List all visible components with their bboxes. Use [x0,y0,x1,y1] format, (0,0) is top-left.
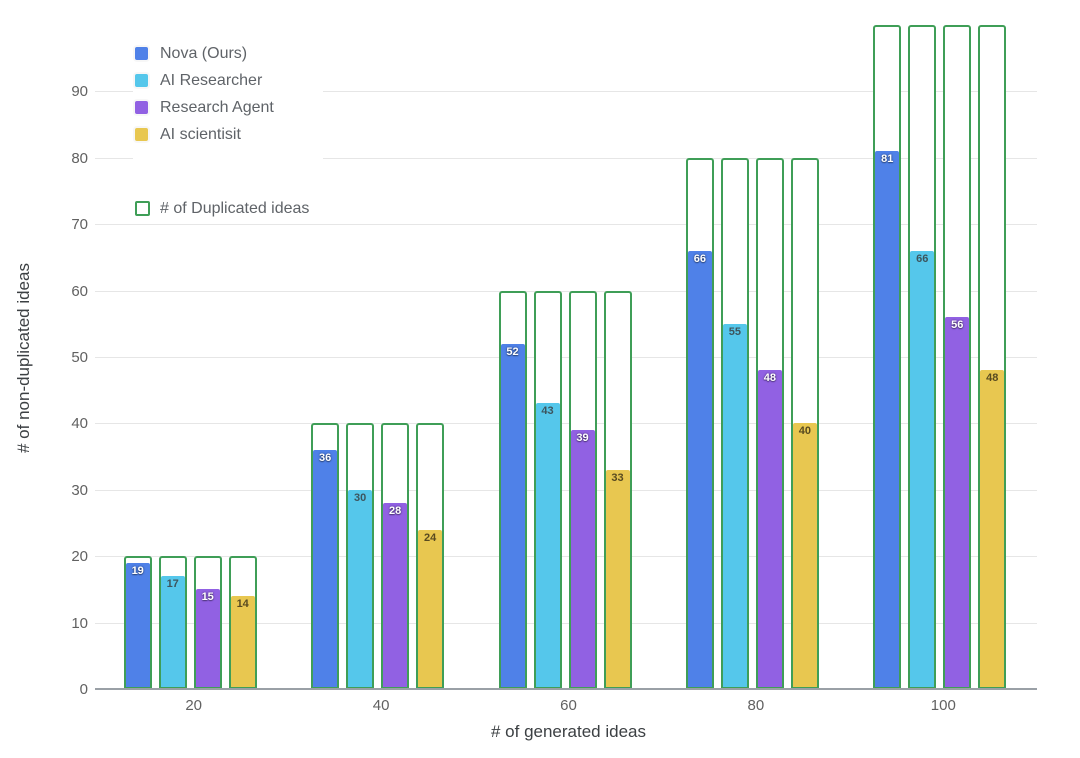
bar [383,503,408,687]
bar [980,370,1005,687]
legend-swatch-icon [135,101,148,114]
bar [160,576,185,687]
bar-value-label: 28 [388,505,402,518]
y-tick-label: 70 [71,216,88,234]
bar-value-label: 40 [798,425,812,438]
grid-line [95,622,1037,624]
grid-line [95,290,1037,292]
bar [418,529,443,687]
grid-line [95,357,1037,358]
grid-line [95,157,1037,159]
legend-item: Nova (Ours) [135,40,309,67]
x-axis-title: # of generated ideas [490,722,646,741]
bar [535,403,560,687]
x-axis-line [95,688,1037,690]
bar [348,489,373,687]
bar [875,151,900,687]
bar [910,250,935,687]
bar-value-label: 19 [131,564,144,577]
x-tick-label: 20 [185,697,203,714]
x-tick-label: 40 [372,697,390,714]
bar [230,596,255,687]
legend: Nova (Ours) AI Researcher Research Agent AI… [133,40,324,222]
bar [722,323,747,687]
legend-item-label: Nova (Ours) [160,44,248,62]
bar [945,317,970,687]
bar [757,370,782,687]
y-tick-label: 50 [71,349,88,366]
grid-line [95,224,1037,226]
legend-item: AI Researcher [135,67,309,94]
y-axis-title: # of non-duplicated ideas [14,263,33,453]
legend-swatch-icon [135,47,148,60]
y-tick-label: 10 [71,614,88,632]
bar-value-label: 56 [951,319,964,332]
bar [605,469,630,687]
y-tick-label: 60 [71,282,88,300]
bar-value-label: 17 [166,578,179,591]
bar-value-label: 39 [576,432,589,445]
bar [500,343,525,687]
bar [313,449,338,687]
bar-value-label: 55 [728,325,742,338]
y-tick-label: 0 [79,681,88,698]
legend-swatch-icon [135,74,148,87]
bar-value-label: 30 [353,491,367,504]
bar [687,250,712,687]
x-tick-label: 100 [930,697,956,714]
y-tick-label: 80 [71,149,88,167]
bar-value-label: 48 [763,372,777,385]
bar-value-label: 36 [318,451,332,464]
legend-item-duplicated: # of Duplicated ideas [135,195,309,222]
legend-item-label: Research Agent [160,98,274,116]
bar-value-label: 66 [916,252,929,265]
y-tick-label: 20 [71,548,88,566]
legend-item-label: # of Duplicated ideas [160,199,310,217]
legend-item-label: AI Researcher [160,71,263,89]
grid-line [95,489,1037,491]
bar-value-label: 48 [986,372,999,385]
bar [792,423,817,687]
bar-value-label: 15 [201,591,214,604]
grid-line [95,556,1037,558]
legend-item: AI scientisit [135,121,309,148]
duplicated-outline-swatch-icon [135,201,150,216]
legend-item: Research Agent [135,94,309,121]
bar-value-label: 66 [693,252,707,265]
bar [570,430,595,687]
bar-value-label: 81 [881,153,894,166]
grid-line [95,423,1037,425]
bar-value-label: 24 [423,531,437,544]
y-tick-label: 40 [71,415,88,433]
legend-swatch-icon [135,128,148,141]
bar-value-label: 43 [541,405,554,418]
y-tick-label: 30 [71,481,88,499]
y-tick-label: 90 [71,83,88,101]
bar-value-label: 14 [236,598,249,611]
grid-line [95,91,1037,93]
bar [195,589,220,687]
x-tick-label: 80 [747,697,765,714]
bar-value-label: 33 [611,471,624,484]
bar-value-label: 52 [506,345,519,358]
bar [125,562,150,687]
legend-item-label: AI scientisit [160,125,241,143]
x-tick-label: 60 [560,697,577,714]
